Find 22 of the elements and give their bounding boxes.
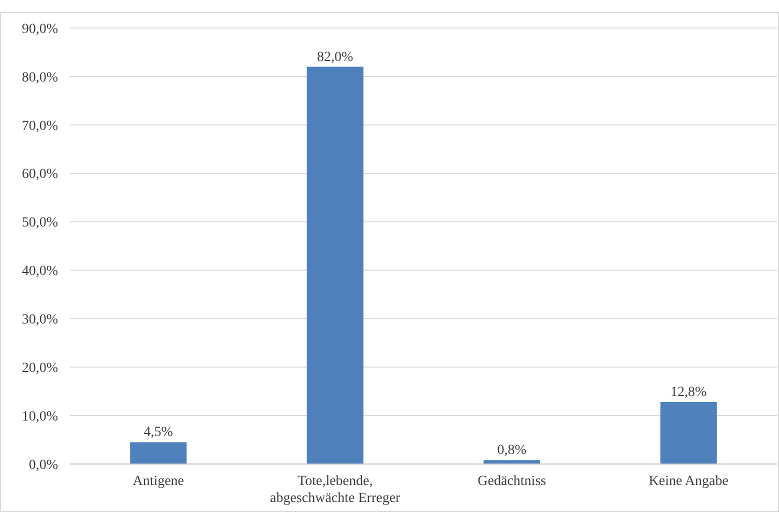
y-tick-label: 40,0% (22, 264, 58, 280)
bar (130, 442, 187, 464)
x-tick-label: Keine Angabe (648, 474, 728, 489)
bar (306, 66, 364, 464)
y-tick-label: 80,0% (22, 70, 58, 86)
y-tick-label: 20,0% (22, 361, 58, 376)
data-label: 4,5% (144, 425, 174, 440)
y-tick-label: 60,0% (22, 167, 58, 182)
bar (484, 460, 540, 464)
y-tick-label: 50,0% (22, 216, 58, 231)
x-tick-label: Gedächtniss (478, 474, 546, 489)
y-tick-label: 30,0% (22, 312, 58, 328)
bar (660, 402, 717, 464)
data-label: 12,8% (670, 384, 708, 400)
y-tick-label: 70,0% (22, 118, 58, 134)
y-tick-label: 10,0% (22, 409, 58, 424)
x-tick-label: Tote,lebende, abgeschwächte Erreger (270, 474, 401, 506)
data-label: 82,0% (317, 50, 354, 65)
x-tick-label: Antigene (132, 474, 184, 489)
data-label: 0,8% (497, 443, 527, 458)
y-tick-label: 0,0% (28, 458, 58, 473)
y-tick-label: 90,0% (22, 22, 58, 37)
